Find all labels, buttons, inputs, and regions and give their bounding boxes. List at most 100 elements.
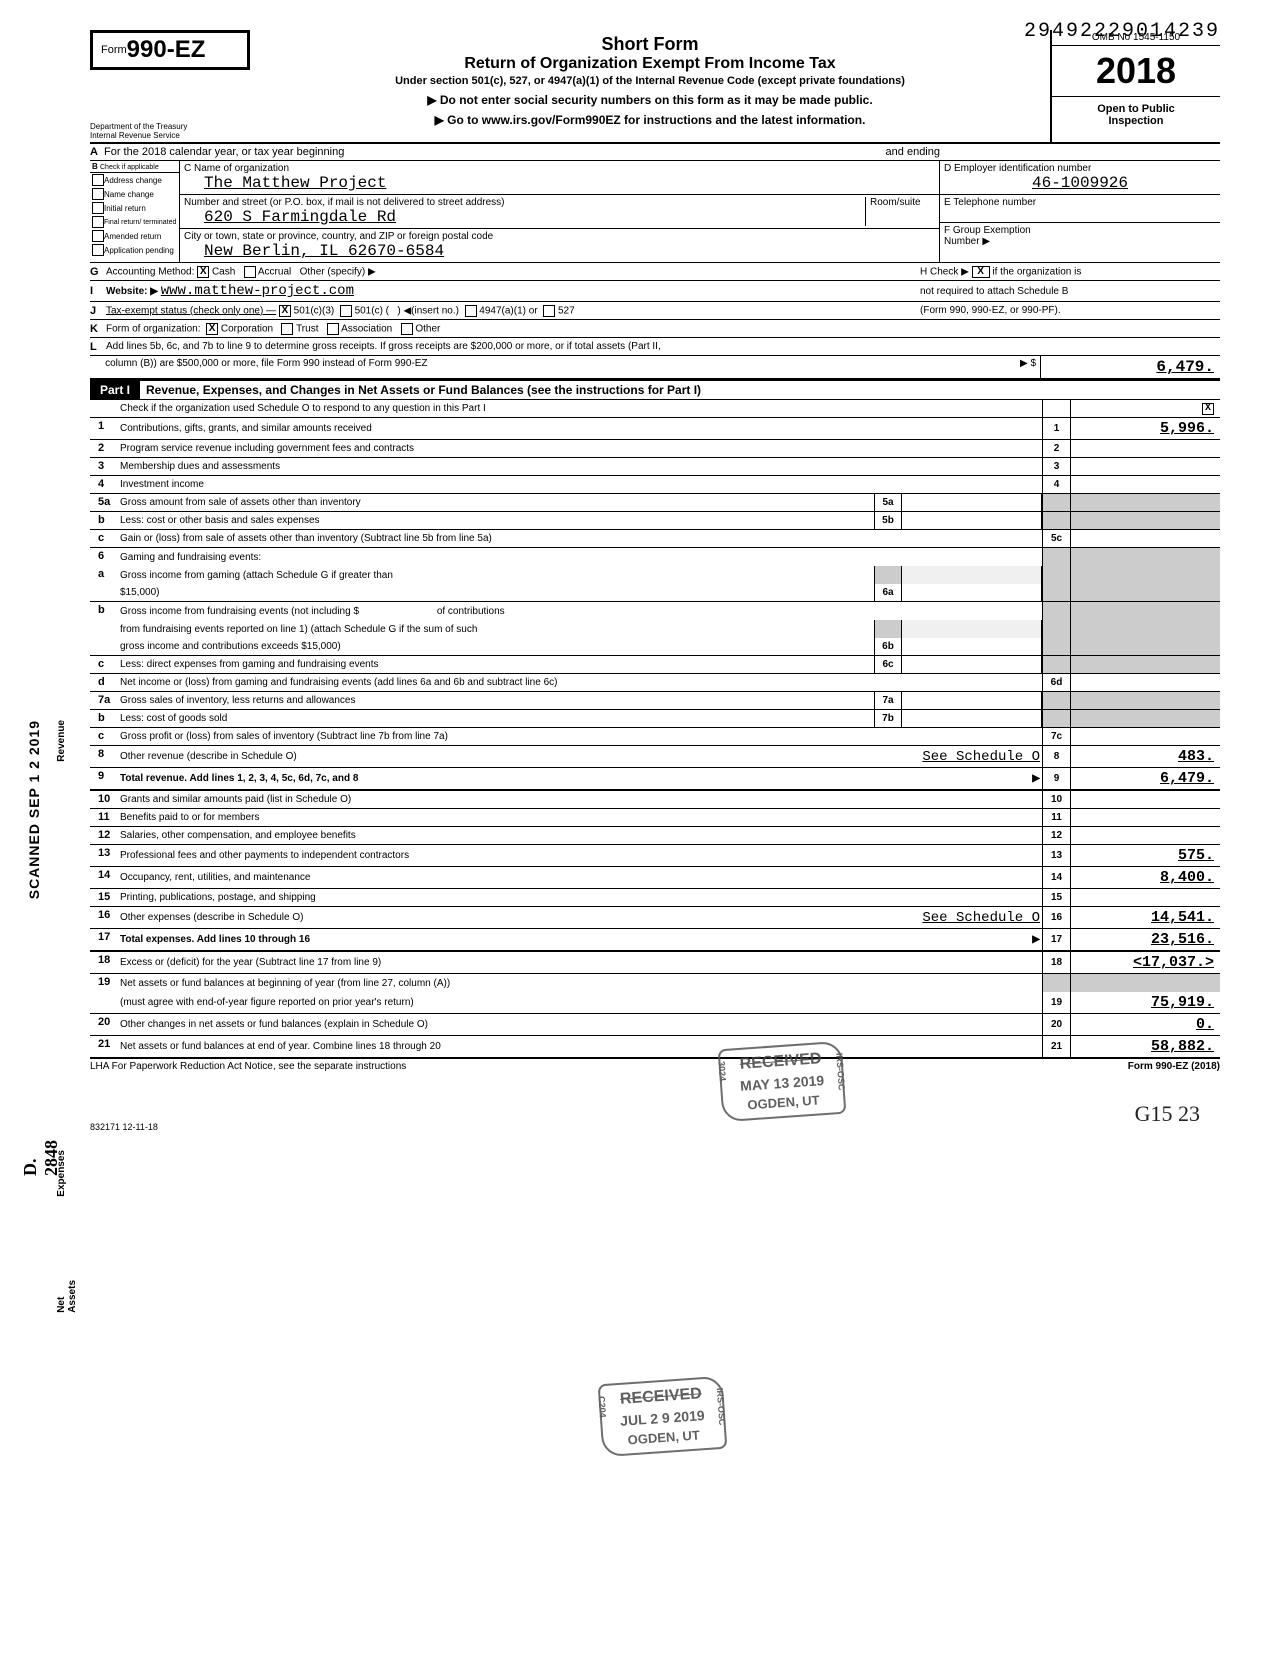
line-6d: d Net income or (loss) from gaming and f…	[90, 674, 1220, 692]
goto-line: ▶ Go to www.irs.gov/Form990EZ for instru…	[258, 113, 1042, 127]
num-12: 12	[90, 827, 118, 844]
desc-9: Total revenue. Add lines 1, 2, 3, 4, 5c,…	[120, 773, 358, 784]
num-17: 17	[90, 929, 118, 950]
midnum-6c: 6c	[874, 656, 902, 673]
subtitle: Under section 501(c), 527, or 4947(a)(1)…	[258, 75, 1042, 87]
lbl-initial-return: Initial return	[104, 204, 146, 213]
part-1-label: Part I	[90, 381, 140, 399]
line-7a: 7a Gross sales of inventory, less return…	[90, 692, 1220, 710]
label-b: B Check if applicable	[90, 161, 179, 173]
endnum-6b1	[1042, 602, 1070, 620]
part-1-checkline: Check if the organization used Schedule …	[90, 400, 1220, 418]
chk-final-return[interactable]: Final return/ terminated	[90, 215, 179, 229]
desc-21: Net assets or fund balances at end of ye…	[118, 1036, 1042, 1057]
chk-amended-return[interactable]: Amended return	[90, 229, 179, 243]
h-text2: not required to attach Schedule B	[920, 286, 1220, 297]
label-l: L	[90, 341, 106, 353]
val-6d	[1070, 674, 1220, 691]
desc-19-2: (must agree with end-of-year figure repo…	[118, 992, 1042, 1013]
chk-association[interactable]	[327, 323, 339, 335]
val-5a	[1070, 494, 1220, 511]
endnum-3: 3	[1042, 458, 1070, 475]
desc-16: Other expenses (describe in Schedule O)	[120, 912, 303, 923]
chk-4947[interactable]	[465, 305, 477, 317]
room-suite-label: Room/suite	[865, 197, 935, 226]
num-6c: c	[90, 656, 118, 673]
endnum-7c: 7c	[1042, 728, 1070, 745]
endnum-16: 16	[1042, 907, 1070, 928]
midval-6a	[902, 584, 1042, 601]
open-public: Open to Public Inspection	[1052, 96, 1220, 133]
endnum-19: 19	[1042, 992, 1070, 1013]
lbl-corporation: Corporation	[221, 323, 273, 334]
handwritten-g15: G15 23	[1135, 1101, 1200, 1127]
val-19: 75,919.	[1070, 992, 1220, 1013]
chk-address-change[interactable]: Address change	[90, 173, 179, 187]
chk-initial-return[interactable]: Initial return	[90, 201, 179, 215]
dln-number: 29492229014239	[1024, 20, 1220, 43]
row-i-website: I Website: ▶ www.matthew-project.com not…	[90, 281, 1220, 302]
lbl-527: 527	[558, 305, 575, 316]
stamp2-left: C204	[596, 1396, 607, 1418]
val-19-shade	[1070, 974, 1220, 992]
footer: LHA For Paperwork Reduction Act Notice, …	[90, 1059, 1220, 1072]
num-6b: b	[90, 602, 118, 620]
desc-6: Gaming and fundraising events:	[118, 548, 1042, 566]
desc-10: Grants and similar amounts paid (list in…	[118, 791, 1042, 808]
city-value: New Berlin, IL 62670-6584	[204, 242, 935, 260]
chk-accrual[interactable]	[244, 266, 256, 278]
chk-501c[interactable]	[340, 305, 352, 317]
desc-2: Program service revenue including govern…	[118, 440, 1042, 457]
val-14: 8,400.	[1070, 867, 1220, 888]
gross-receipts-value: 6,479.	[1040, 356, 1220, 378]
stamp2-right: IRS-OSC	[715, 1388, 728, 1426]
city-label: City or town, state or province, country…	[184, 231, 935, 242]
lbl-final-return: Final return/ terminated	[104, 219, 176, 226]
desc-1: Contributions, gifts, grants, and simila…	[118, 418, 1042, 439]
row-a-tax-year: A For the 2018 calendar year, or tax yea…	[90, 144, 1220, 161]
chk-501c3[interactable]: X	[279, 305, 291, 317]
stamp1-location: OGDEN, UT	[741, 1092, 826, 1113]
val-6a2	[1070, 584, 1220, 601]
lbl-accrual: Accrual	[258, 266, 291, 277]
chk-name-change[interactable]: Name change	[90, 187, 179, 201]
midnum-6a-blank	[874, 566, 902, 584]
accounting-label: Accounting Method:	[106, 266, 194, 277]
line-19-2: (must agree with end-of-year figure repo…	[90, 992, 1220, 1014]
num-20: 20	[90, 1014, 118, 1035]
desc-7a: Gross sales of inventory, less returns a…	[118, 692, 874, 709]
accounting-method: Accounting Method: X Cash Accrual Other …	[106, 266, 920, 278]
batch-number: 832171 12-11-18	[90, 1122, 1220, 1132]
val-6b3	[1070, 638, 1220, 655]
midval-6b-blank	[902, 620, 1042, 638]
chk-application-pending[interactable]: Application pending	[90, 243, 179, 257]
line-5c: c Gain or (loss) from sale of assets oth…	[90, 530, 1220, 548]
val-13: 575.	[1070, 845, 1220, 866]
num-1: 1	[90, 418, 118, 439]
desc-6d: Net income or (loss) from gaming and fun…	[118, 674, 1042, 691]
chk-other-org[interactable]	[401, 323, 413, 335]
chk-527[interactable]	[543, 305, 555, 317]
chk-corporation[interactable]: X	[206, 323, 218, 335]
chk-schedule-o-part1[interactable]: X	[1202, 403, 1214, 415]
line-18: 18 Excess or (deficit) for the year (Sub…	[90, 952, 1220, 974]
val-12	[1070, 827, 1220, 844]
val-11	[1070, 809, 1220, 826]
note-8: See Schedule O	[922, 749, 1040, 765]
lbl-name-change: Name change	[104, 190, 154, 199]
lbl-other-method: Other (specify) ▶	[300, 266, 376, 277]
row-k-form-org: K Form of organization: X Corporation Tr…	[90, 320, 1220, 338]
line-15: 15 Printing, publications, postage, and …	[90, 889, 1220, 907]
net-assets-section-label: Net Assets	[56, 1280, 78, 1313]
stamp1-left: 3024	[716, 1061, 727, 1082]
chk-trust[interactable]	[281, 323, 293, 335]
chk-cash[interactable]: X	[197, 266, 209, 278]
chk-schedule-b[interactable]: X	[972, 266, 990, 278]
num-5c: c	[90, 530, 118, 547]
midval-6c	[902, 656, 1042, 673]
lbl-association: Association	[341, 323, 392, 334]
lbl-trust: Trust	[296, 323, 318, 334]
line-14: 14 Occupancy, rent, utilities, and maint…	[90, 867, 1220, 889]
num-21: 21	[90, 1036, 118, 1057]
endnum-6a	[1042, 566, 1070, 584]
